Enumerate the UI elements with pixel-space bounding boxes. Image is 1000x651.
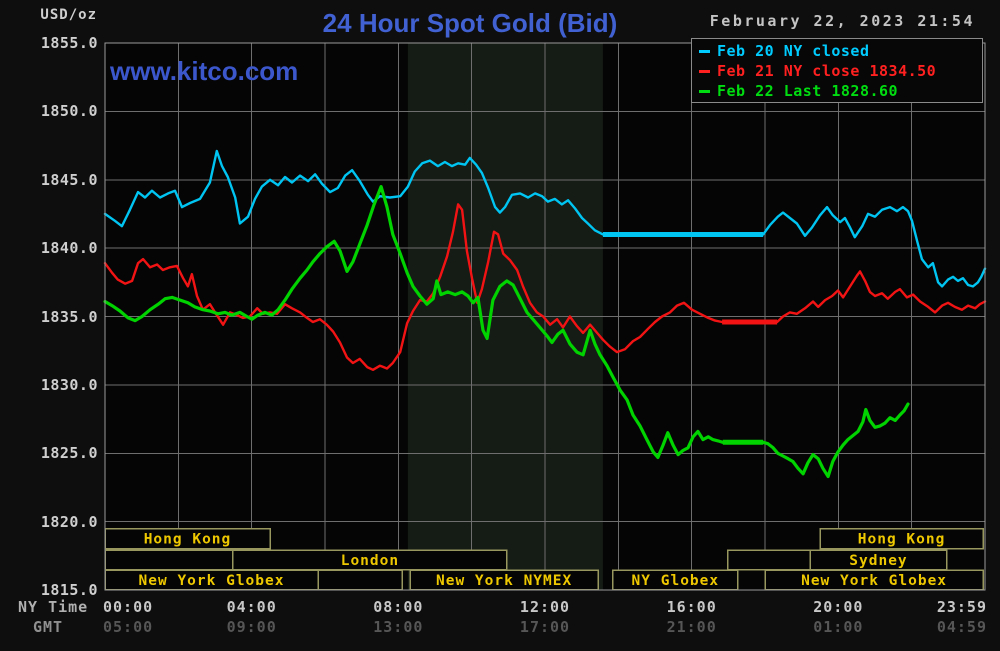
session-label: New York Globex: [801, 573, 947, 589]
y-tick-label: 1830.0: [40, 375, 98, 394]
session-box: [317, 569, 403, 591]
session-label: Hong Kong: [144, 532, 232, 548]
session-box: [819, 527, 984, 550]
legend-item-label: Feb 22 Last 1828.60: [717, 82, 899, 100]
x-tick-label-ny: 08:00: [373, 598, 424, 616]
x-tick-label-gmt: 13:00: [373, 618, 424, 636]
session-label: NY Globex: [632, 573, 720, 589]
x-tick-label-gmt: 17:00: [519, 618, 571, 636]
session-box: [727, 549, 811, 571]
series-line-1: [103, 203, 987, 371]
chart-datetime: February 22, 2023 21:54: [709, 12, 975, 30]
session-label: New York NYMEX: [436, 573, 572, 589]
session-label: London: [341, 553, 399, 569]
x-tick-label-ny: 20:00: [813, 598, 864, 616]
legend: Feb 20 NY closed Feb 21 NY close 1834.50 F…: [691, 38, 983, 103]
x-tick-label-gmt: 01:00: [813, 618, 864, 636]
legend-item-label: Feb 20 NY closed: [717, 42, 870, 60]
legend-item: Feb 22 Last 1828.60: [699, 81, 982, 101]
plot-border: [104, 42, 986, 591]
legend-item-label: Feb 21 NY close 1834.50: [717, 62, 937, 80]
x-tick-label-ny: 23:59: [936, 598, 987, 616]
x-tick-label-gmt: 09:00: [226, 618, 277, 636]
y-tick-label: 1845.0: [40, 170, 98, 189]
session-label: Hong Kong: [858, 532, 946, 548]
page-title: 24 Hour Spot Gold (Bid): [322, 8, 618, 38]
session-label: New York Globex: [139, 573, 285, 589]
y-tick-label: 1820.0: [40, 512, 98, 531]
legend-dash: [699, 70, 710, 73]
y-tick-label: 1840.0: [40, 239, 98, 258]
x-tick-label-ny: 00:00: [103, 598, 154, 616]
legend-dash: [699, 90, 710, 93]
x-tick-label-gmt: 04:59: [936, 618, 987, 636]
unit-label: USD/oz: [40, 7, 97, 23]
x-tick-label-ny: 16:00: [666, 598, 717, 616]
session-box: [104, 549, 234, 571]
x-tick-label-gmt: 21:00: [666, 618, 717, 636]
x-tick-label-ny: 12:00: [519, 598, 571, 616]
x-tick-label-ny: 04:00: [226, 598, 277, 616]
series-line-2: [103, 185, 910, 479]
ny-time-row-label: NY Time: [18, 598, 89, 616]
kitco-watermark: www.kitco.com: [110, 56, 299, 86]
y-tick-label: 1850.0: [40, 102, 98, 121]
y-tick-label: 1835.0: [40, 307, 98, 326]
y-tick-label: 1855.0: [40, 34, 98, 52]
y-tick-label: 1825.0: [40, 444, 98, 463]
gmt-row-label: GMT: [33, 618, 64, 636]
legend-item: Feb 20 NY closed: [699, 41, 982, 61]
x-tick-label-gmt: 05:00: [103, 618, 154, 636]
y-tick-label: 1815.0: [40, 581, 98, 599]
legend-dash: [699, 50, 710, 53]
series-line-0: [103, 149, 987, 288]
legend-item: Feb 21 NY close 1834.50: [699, 61, 982, 81]
session-label: Sydney: [849, 553, 907, 569]
